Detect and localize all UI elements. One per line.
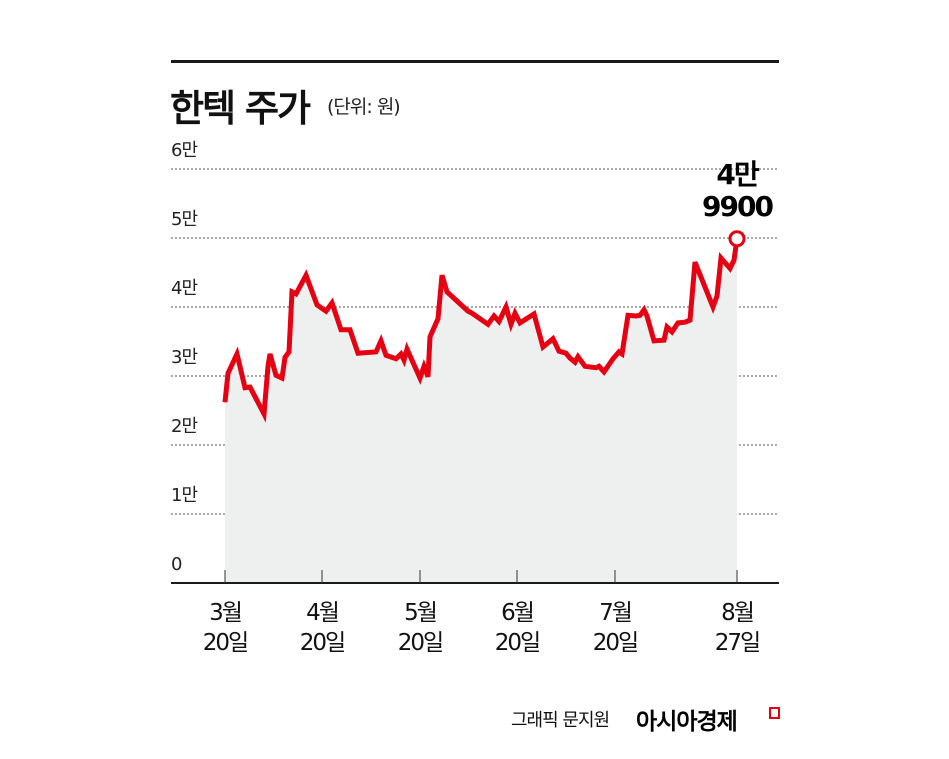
brand-mark-icon bbox=[769, 707, 780, 719]
x-tick-day: 20일 bbox=[494, 630, 541, 656]
annotation-line1: 4만 bbox=[716, 158, 759, 191]
x-tick-month: 6월 bbox=[501, 600, 535, 626]
x-tick-month: 3월 bbox=[209, 600, 243, 626]
y-axis-labels: 0 1만 2만 3만 4만 5만 6만 bbox=[171, 140, 198, 575]
y-tick-label: 5만 bbox=[171, 209, 197, 230]
chart-title: 한텍 주가 bbox=[170, 87, 311, 130]
x-tick-month: 5월 bbox=[404, 600, 438, 626]
annotation-line2: 9900 bbox=[702, 190, 774, 223]
last-price-annotation: 4만 9900 bbox=[697, 159, 777, 223]
x-tick-day: 20일 bbox=[299, 630, 346, 656]
x-tick-label: 7월 20일 bbox=[575, 598, 655, 658]
x-tick-day: 20일 bbox=[397, 630, 444, 656]
x-tick-day: 20일 bbox=[202, 630, 249, 656]
last-price-marker bbox=[728, 230, 746, 248]
price-line bbox=[222, 238, 740, 423]
y-tick-label: 4만 bbox=[171, 278, 197, 299]
y-tick-label: 3만 bbox=[171, 347, 197, 368]
x-tick-day: 20일 bbox=[592, 630, 639, 656]
y-tick-label: 1만 bbox=[171, 485, 197, 506]
x-axis-ticks bbox=[224, 570, 738, 583]
x-tick-label: 4월 20일 bbox=[282, 598, 362, 658]
x-tick-month: 7월 bbox=[599, 600, 633, 626]
y-tick-label: 0 bbox=[171, 554, 182, 575]
y-tick-label: 2만 bbox=[171, 416, 197, 437]
brand-logo: 아시아경제 bbox=[636, 709, 738, 735]
x-tick-month: 4월 bbox=[306, 600, 340, 626]
top-rule bbox=[171, 60, 779, 63]
x-tick-label: 3월 20일 bbox=[185, 598, 265, 658]
graphic-credit: 그래픽 문지원 bbox=[511, 710, 610, 731]
x-tick-month: 8월 bbox=[721, 600, 755, 626]
chart-unit: (단위: 원) bbox=[327, 96, 401, 118]
x-tick-day: 27일 bbox=[714, 630, 761, 656]
x-tick-label: 6월 20일 bbox=[477, 598, 557, 658]
x-tick-label: 5월 20일 bbox=[380, 598, 460, 658]
y-tick-label: 6만 bbox=[171, 140, 197, 161]
x-tick-label: 8월 27일 bbox=[697, 598, 777, 658]
area-fill bbox=[225, 238, 737, 583]
